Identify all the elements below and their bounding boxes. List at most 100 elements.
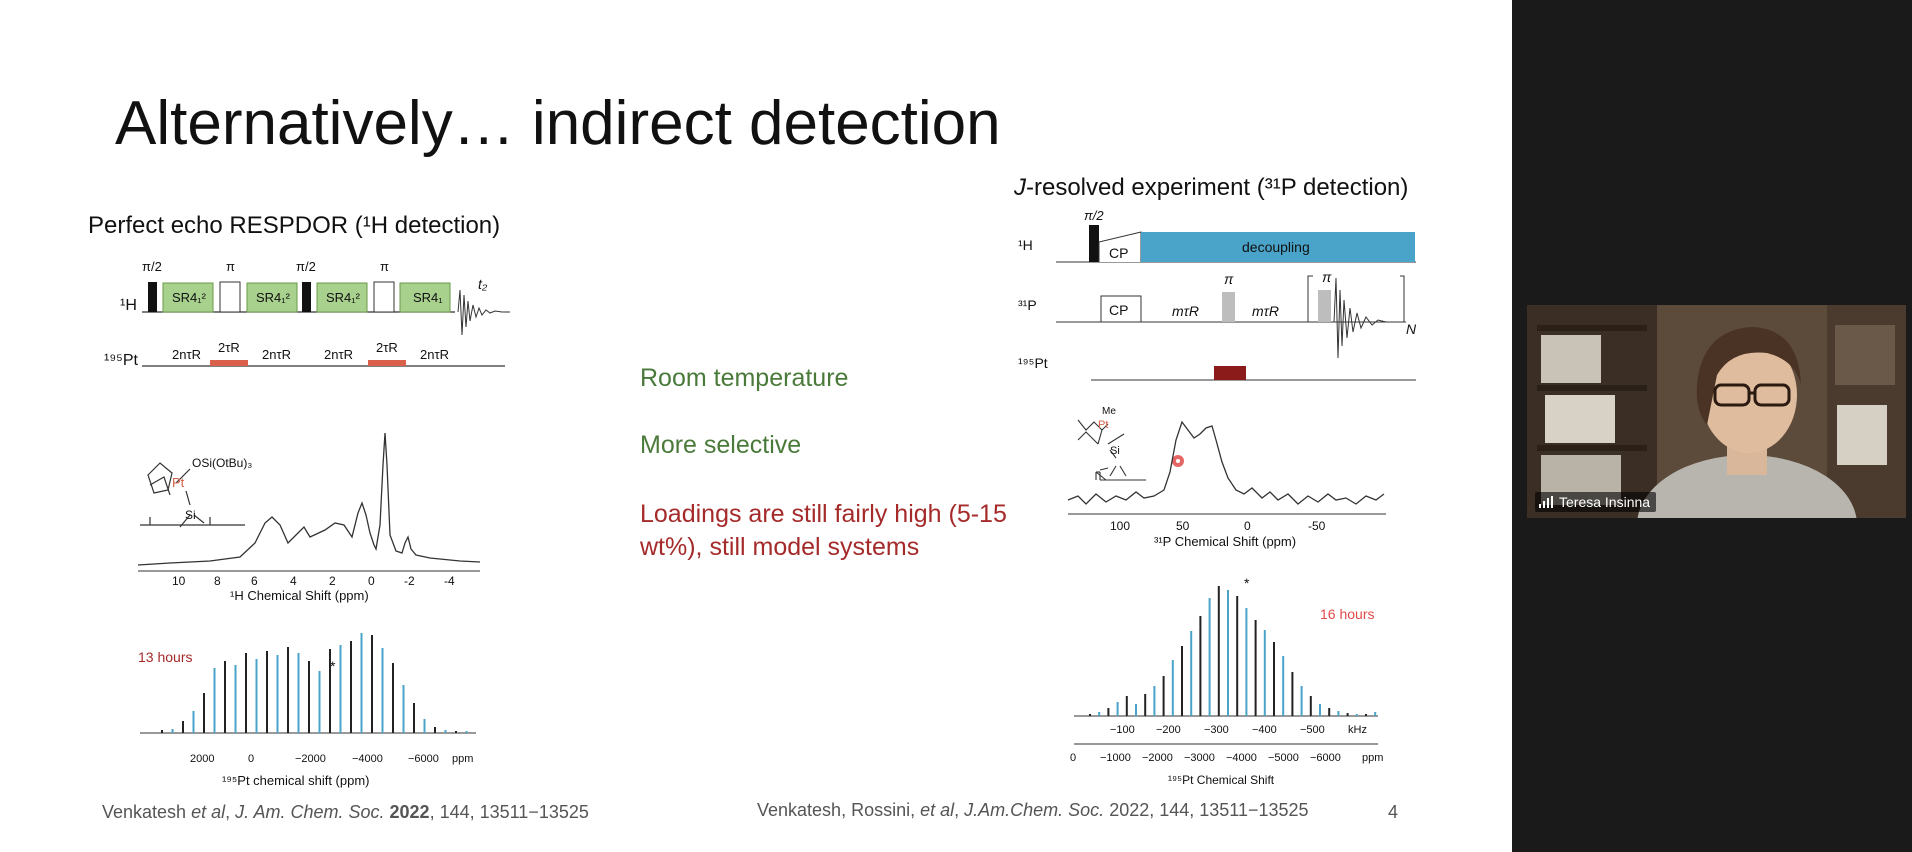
me-label: Me: [1102, 406, 1116, 417]
n-repeat-label: N: [1406, 321, 1417, 337]
pulse-label-pi-1: π: [226, 259, 235, 274]
point-room-temperature: Room temperature: [640, 364, 849, 392]
p-spectrum-plot: Me Pt Si 100 50 0 -50 ³¹P Chemical Shift…: [1067, 406, 1386, 549]
p-tick-50: 50: [1176, 519, 1190, 533]
ppm-tick-6000: −6000: [1310, 752, 1341, 764]
participant-video-tile[interactable]: Teresa Insinna: [1527, 305, 1906, 518]
right-pt-complex-structure: [1077, 419, 1146, 481]
pt-interval-1: 2nτR: [172, 347, 201, 362]
left-pt-tick-neg2000: −2000: [295, 753, 326, 765]
khz-tick-200: −200: [1156, 724, 1181, 736]
pt-complex-structure: [140, 462, 245, 528]
pulse-label-pi2-2: π/2: [296, 259, 316, 274]
h-tick-neg2: -2: [404, 574, 415, 588]
h-channel-label: ¹H: [120, 297, 137, 314]
left-citation-etal: et al: [191, 802, 226, 822]
pt-atom-label: Pt: [172, 475, 185, 490]
ppm-tick-5000: −5000: [1268, 752, 1299, 764]
right-citation-journal: J.Am.Chem. Soc.: [964, 800, 1105, 820]
participant-name-tag: Teresa Insinna: [1535, 492, 1657, 512]
h-tick-neg4: -4: [444, 574, 455, 588]
khz-tick-300: −300: [1204, 724, 1229, 736]
h-tick-4: 4: [290, 574, 297, 588]
cursor-pointer-center: [1176, 459, 1180, 463]
left-pt-tick-ppm: ppm: [452, 753, 473, 765]
pt-interval-6: 2nτR: [420, 347, 449, 362]
ppm-tick-0: 0: [1070, 752, 1076, 764]
p-spectrum-xlabel: ³¹P Chemical Shift (ppm): [1154, 534, 1296, 549]
signal-strength-icon: [1539, 496, 1553, 508]
slide-title: Alternatively… indirect detection: [115, 89, 1001, 158]
participant-name: Teresa Insinna: [1559, 494, 1651, 510]
right-citation-etal: et al: [920, 800, 955, 820]
ppm-tick-4000: −4000: [1226, 752, 1257, 764]
left-citation-year: 2022: [389, 802, 430, 822]
right-h-channel-label: ¹H: [1018, 237, 1033, 253]
sr4-block-3: SR4₁²: [326, 290, 361, 305]
j-resolved-pulse-sequence: ¹H π/2 CP decoupling ³¹P CP mτR π mτR π …: [1018, 208, 1417, 381]
right-pt-channel-label: ¹⁹⁵Pt: [1018, 355, 1048, 371]
pt-interval-3: 2nτR: [262, 347, 291, 362]
sr4-block-2: SR4₁²: [256, 290, 291, 305]
right-si-atom-label: Si: [1110, 445, 1120, 457]
h-tick-8: 8: [214, 574, 221, 588]
decoupling-label: decoupling: [1242, 239, 1310, 255]
p-pi-label-1: π: [1224, 271, 1234, 287]
ppm-tick-2000: −2000: [1142, 752, 1173, 764]
khz-tick-500: −500: [1300, 724, 1325, 736]
khz-unit: kHz: [1348, 724, 1367, 736]
mtr-label-2: mτR: [1252, 303, 1279, 319]
right-star-marker: *: [1244, 575, 1250, 591]
left-pt-tick-neg6000: −6000: [408, 753, 439, 765]
si-atom-label: Si: [185, 508, 196, 522]
h-tick-10: 10: [172, 574, 186, 588]
left-citation: Venkatesh et al, J. Am. Chem. Soc. 2022,…: [102, 802, 589, 823]
sr4-block-1: SR4₁²: [172, 290, 207, 305]
p-tick-0: 0: [1244, 519, 1251, 533]
h-tick-6: 6: [251, 574, 258, 588]
khz-tick-100: −100: [1110, 724, 1135, 736]
left-citation-sep: ,: [225, 802, 236, 822]
pt-interval-2: 2τR: [218, 340, 240, 355]
mtr-label-1: mτR: [1172, 303, 1199, 319]
participant-video-feed: [1527, 305, 1906, 518]
left-citation-tail: , 144, 13511−13525: [429, 802, 589, 822]
pt-interval-5: 2τR: [376, 340, 398, 355]
p-tick-100: 100: [1110, 519, 1130, 533]
presentation-slide: Alternatively… indirect detection Perfec…: [0, 0, 1512, 852]
osi-otbu-label: OSi(OtBu)₃: [192, 456, 252, 470]
right-pi2-label: π/2: [1084, 208, 1104, 223]
right-heading-j: J: [1014, 174, 1026, 201]
right-heading-rest: -resolved experiment (³¹P detection): [1026, 174, 1409, 201]
right-citation-authors: Venkatesh, Rossini,: [757, 800, 921, 820]
right-pt-atom-label: Pt: [1098, 419, 1108, 431]
left-citation-authors: Venkatesh: [102, 802, 192, 822]
left-star-marker: *: [330, 658, 336, 674]
left-pt-tick-neg4000: −4000: [352, 753, 383, 765]
left-hours-label: 13 hours: [138, 649, 192, 665]
pt-channel-label: ¹⁹⁵Pt: [104, 352, 138, 369]
p-pi-label-2: π: [1322, 269, 1332, 285]
ppm-unit: ppm: [1362, 752, 1383, 764]
right-citation-sep: ,: [954, 800, 965, 820]
left-pt-tick-0: 0: [248, 753, 254, 765]
sr4-block-4: SR4₁: [413, 290, 443, 305]
respdor-pulse-sequence: ¹H π/2 SR4₁² π SR4₁² π/2 SR4₁² π SR4₁ t₂…: [104, 259, 510, 369]
pt-interval-4: 2nτR: [324, 347, 353, 362]
point-loadings: Loadings are still fairly high (5-15 wt%…: [640, 500, 1007, 561]
left-pt-tick-2000: 2000: [190, 753, 214, 765]
right-citation-tail: 2022, 144, 13511−13525: [1104, 800, 1309, 820]
right-heading: J-resolved experiment (³¹P detection): [1014, 174, 1408, 202]
khz-tick-400: −400: [1252, 724, 1277, 736]
h-spectrum-xlabel: ¹H Chemical Shift (ppm): [230, 588, 369, 603]
ppm-tick-3000: −3000: [1184, 752, 1215, 764]
h-spectrum-plot: Pt OSi(OtBu)₃ Si 10 8 6 4 2 0 -2 -4 ¹H C…: [137, 432, 481, 603]
ppm-tick-1000: −1000: [1100, 752, 1131, 764]
p-channel-label: ³¹P: [1018, 297, 1037, 313]
pulse-label-pi-2: π: [380, 259, 389, 274]
point-more-selective: More selective: [640, 431, 802, 459]
pulse-label-pi2-1: π/2: [142, 259, 162, 274]
right-citation: Venkatesh, Rossini, et al, J.Am.Chem. So…: [757, 800, 1309, 821]
left-heading: Perfect echo RESPDOR (¹H detection): [88, 212, 501, 239]
